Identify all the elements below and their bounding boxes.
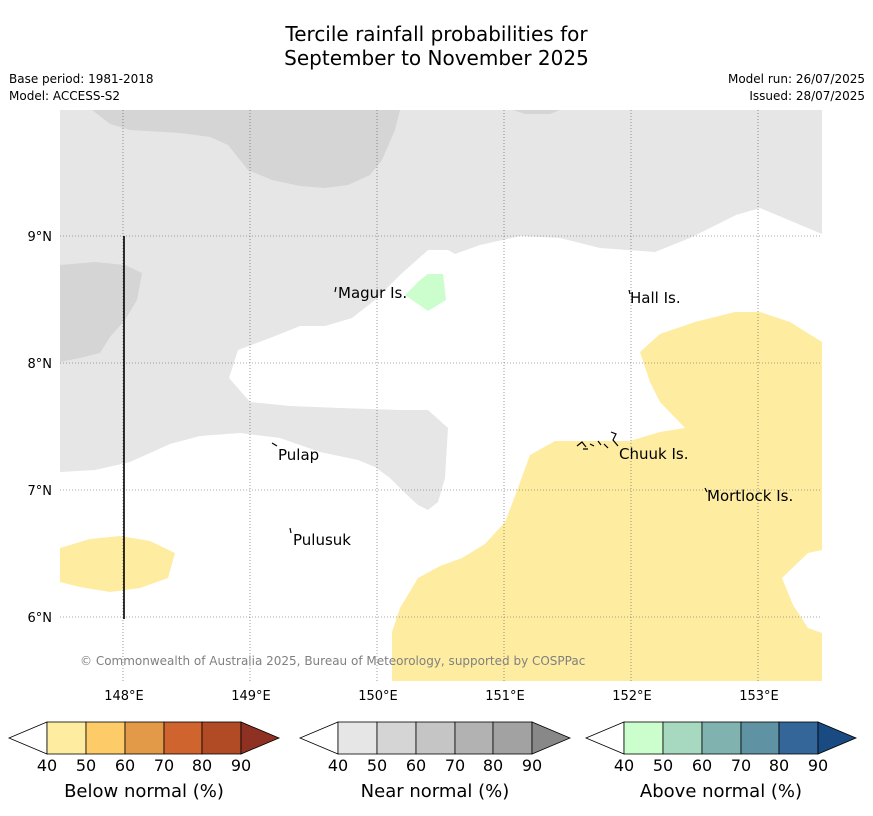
colorbar-tick: 50 <box>75 756 97 775</box>
lon-label-150e: 150°E <box>358 689 398 704</box>
colorbar-tick: 70 <box>730 756 752 775</box>
colorbar-above-normal-bin-2 <box>662 721 703 755</box>
place-label-mortlock: Mortlock Is. <box>707 487 793 505</box>
base-period-text: Base period: 1981-2018 <box>9 72 154 86</box>
colorbar-below-normal-bin-4 <box>163 721 203 755</box>
meta-right: Model run: 26/07/2025 Issued: 28/07/2025 <box>728 71 865 105</box>
colorbar-near-normal <box>298 721 572 755</box>
colorbar-tick: 50 <box>652 756 674 775</box>
title-line-1: Tercile rainfall probabilities for <box>285 22 588 46</box>
colorbar-below-normal-bin-3 <box>124 721 165 755</box>
colorbar-tick: 40 <box>36 756 58 775</box>
map-title: Tercile rainfall probabilities for Septe… <box>0 22 873 70</box>
colorbar-tick: 80 <box>482 756 504 775</box>
colorbar-above-normal-bin-3 <box>701 721 742 755</box>
colorbar-above-normal-bin-1 <box>623 721 664 755</box>
lat-label-6n: 6°N <box>28 611 53 626</box>
colorbar-tick: 90 <box>230 756 252 775</box>
near-normal-40-region <box>60 110 822 510</box>
colorbar-tick: 70 <box>444 756 466 775</box>
colorbar-above-normal-high-arrow <box>817 721 858 755</box>
colorbar-tick: 70 <box>153 756 175 775</box>
colorbar-near-normal-bin-1 <box>337 721 378 755</box>
title-line-2: September to November 2025 <box>284 46 589 70</box>
colorbar-above-normal-label: Above normal (%) <box>639 781 803 802</box>
copyright-text: © Commonwealth of Australia 2025, Bureau… <box>80 654 585 668</box>
model-run-text: Model run: 26/07/2025 <box>727 72 865 86</box>
colorbar-tick: 50 <box>366 756 388 775</box>
colorbar-below-normal-label: Below normal (%) <box>64 781 224 802</box>
colorbar-tick: 60 <box>405 756 427 775</box>
colorbar-tick: 90 <box>807 756 829 775</box>
lat-label-9n: 9°N <box>28 230 53 245</box>
colorbar-tick: 90 <box>521 756 543 775</box>
lon-label-152e: 152°E <box>612 689 652 704</box>
colorbar-above-normal-bin-5 <box>778 721 819 755</box>
colorbar-below-normal-bin-5 <box>201 721 242 755</box>
colorbar-near-normal-bin-3 <box>415 721 456 755</box>
colorbar-near-normal-bin-2 <box>376 721 417 755</box>
lat-label-8n: 8°N <box>28 357 53 372</box>
place-label-pulusuk: Pulusuk <box>293 531 351 549</box>
below-normal-40-region-west <box>60 536 175 592</box>
colorbar-near-normal-label: Near normal (%) <box>360 781 510 802</box>
model-text: Model: ACCESS-S2 <box>9 89 121 103</box>
colorbar-tick: 40 <box>327 756 349 775</box>
place-label-hall: Hall Is. <box>630 289 681 307</box>
lon-label-149e: 149°E <box>231 689 271 704</box>
colorbar-near-normal-high-arrow <box>531 721 572 755</box>
lon-label-148e: 148°E <box>104 689 144 704</box>
colorbar-tick: 60 <box>114 756 136 775</box>
place-label-chuuk: Chuuk Is. <box>619 445 688 463</box>
colorbar-tick: 60 <box>691 756 713 775</box>
colorbar-tick: 80 <box>191 756 213 775</box>
near-normal-50-region-east <box>513 110 560 114</box>
colorbar-below-normal-bin-1 <box>46 721 87 755</box>
colorbar-below-normal-low-arrow <box>7 721 48 755</box>
lat-label-7n: 7°N <box>28 484 53 499</box>
gridlines <box>60 110 822 681</box>
meta-left: Base period: 1981-2018 Model: ACCESS-S2 <box>9 71 154 105</box>
lon-label-151e: 151°E <box>485 689 525 704</box>
colorbar-near-normal-low-arrow <box>298 721 339 755</box>
lon-label-153e: 153°E <box>739 689 779 704</box>
above-normal-40-region <box>405 274 446 311</box>
near-normal-50-region-north <box>92 110 400 188</box>
colorbar-tick: 40 <box>613 756 635 775</box>
colorbar-below-normal <box>7 721 281 755</box>
colorbar-near-normal-bin-5 <box>492 721 533 755</box>
colorbar-above-normal-low-arrow <box>584 721 625 755</box>
island-markers <box>271 286 708 534</box>
below-normal-40-region-east <box>392 312 822 681</box>
place-label-magur: Magur Is. <box>338 284 407 302</box>
place-label-pulap: Pulap <box>278 446 319 464</box>
colorbar-above-normal-bin-4 <box>740 721 780 755</box>
colorbar-tick: 80 <box>768 756 790 775</box>
colorbar-above-normal <box>584 721 858 755</box>
near-normal-50-region-west <box>60 262 142 362</box>
colorbar-near-normal-bin-4 <box>454 721 494 755</box>
issued-text: Issued: 28/07/2025 <box>749 89 865 103</box>
colorbar-below-normal-bin-2 <box>85 721 126 755</box>
colorbar-below-normal-high-arrow <box>240 721 281 755</box>
